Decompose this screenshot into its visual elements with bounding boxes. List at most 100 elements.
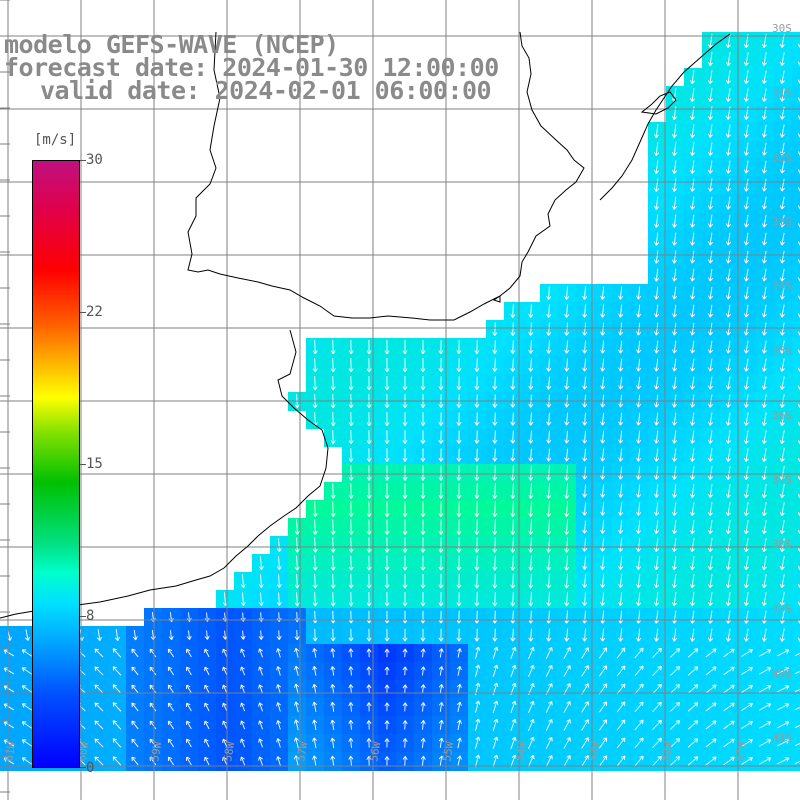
- wind-arrow: [456, 483, 462, 499]
- wind-arrow: [797, 493, 800, 499]
- wind-arrow: [672, 358, 678, 372]
- wind-arrow: [600, 412, 606, 426]
- wind-arrow: [366, 573, 372, 589]
- wind-arrow: [654, 376, 660, 390]
- wind-cell: [576, 608, 595, 627]
- wind-arrow: [743, 412, 749, 426]
- wind-cell: [450, 356, 469, 375]
- wind-cell: [648, 608, 667, 627]
- wind-arrow: [634, 665, 644, 677]
- wind-arrow: [708, 340, 714, 354]
- wind-cell: [594, 626, 613, 645]
- wind-arrow: [438, 719, 444, 730]
- wind-arrow: [776, 685, 790, 693]
- wind-cell: [558, 752, 577, 771]
- wind-arrow: [797, 403, 800, 408]
- wind-cell: [702, 32, 721, 51]
- wind-arrow: [725, 520, 731, 535]
- wind-cell: [720, 122, 739, 141]
- wind-arrow: [779, 250, 785, 264]
- wind-cell: [540, 644, 559, 663]
- wind-arrow: [402, 483, 408, 499]
- wind-arrow: [204, 666, 210, 676]
- wind-cell: [576, 428, 595, 447]
- wind-arrow: [528, 358, 534, 372]
- wind-arrow: [456, 537, 462, 553]
- wind-cell: [756, 356, 775, 375]
- wind-arrow: [599, 755, 608, 767]
- wind-arrow: [616, 755, 626, 767]
- wind-cell: [360, 446, 379, 465]
- wind-arrow: [546, 376, 552, 390]
- wind-arrow: [348, 430, 354, 445]
- wind-cell: [684, 662, 703, 681]
- wind-cell: [738, 248, 757, 267]
- wind-arrow: [652, 755, 662, 766]
- wind-cell: [468, 608, 487, 627]
- wind-arrow: [492, 700, 499, 714]
- longitude-label: 58W: [221, 740, 237, 762]
- wind-arrow: [240, 630, 246, 640]
- wind-arrow: [366, 720, 372, 730]
- wind-cell: [612, 500, 631, 519]
- wind-arrow: [492, 501, 498, 517]
- wind-arrow: [276, 666, 281, 676]
- wind-cell: [756, 536, 775, 555]
- wind-cell: [774, 554, 793, 573]
- wind-arrow: [761, 448, 767, 463]
- wind-arrow: [131, 738, 139, 748]
- wind-arrow: [797, 439, 800, 445]
- wind-arrow: [725, 142, 731, 156]
- wind-arrow: [438, 628, 444, 642]
- wind-arrow: [726, 304, 731, 318]
- wind-arrow: [420, 591, 426, 607]
- wind-cell: [522, 356, 541, 375]
- wind-cell: [702, 608, 721, 627]
- wind-arrow: [794, 760, 800, 765]
- wind-arrow: [348, 684, 354, 694]
- wind-arrow: [474, 537, 480, 553]
- wind-cell: [702, 68, 721, 87]
- wind-cell: [684, 410, 703, 429]
- wind-cell: [792, 374, 800, 393]
- longitude-label: 54W: [513, 740, 529, 762]
- wind-arrow: [725, 484, 731, 499]
- wind-cell: [756, 500, 775, 519]
- wind-cell: [576, 500, 595, 519]
- wind-arrow: [725, 358, 731, 372]
- wind-arrow: [384, 376, 390, 391]
- wind-arrow: [794, 742, 800, 747]
- wind-cell: [648, 320, 667, 339]
- wind-arrow: [149, 702, 157, 712]
- wind-cell: [486, 428, 505, 447]
- wind-arrow: [545, 754, 553, 767]
- wind-cell: [684, 230, 703, 249]
- wind-cell: [396, 356, 415, 375]
- wind-arrow: [743, 70, 749, 84]
- wind-cell: [612, 482, 631, 501]
- wind-arrow: [564, 628, 570, 642]
- wind-cell: [360, 428, 379, 447]
- wind-arrow: [761, 538, 767, 553]
- wind-cell: [342, 590, 361, 609]
- wind-cell: [612, 338, 631, 357]
- wind-arrow: [222, 684, 228, 694]
- wind-cell: [648, 338, 667, 357]
- wind-arrow: [618, 286, 624, 300]
- wind-arrow: [456, 358, 462, 373]
- wind-cell: [342, 680, 361, 699]
- wind-cell: [468, 554, 487, 573]
- wind-arrow: [366, 755, 372, 766]
- wind-arrow: [600, 448, 606, 462]
- wind-arrow: [743, 484, 749, 499]
- wind-arrow: [725, 88, 731, 102]
- wind-cell: [576, 590, 595, 609]
- wind-cell: [522, 572, 541, 591]
- wind-cell: [576, 680, 595, 699]
- wind-cell: [360, 608, 379, 627]
- wind-arrow: [348, 358, 354, 373]
- wind-arrow: [528, 718, 535, 731]
- wind-arrow: [545, 736, 553, 749]
- wind-cell: [522, 374, 541, 393]
- wind-cell: [414, 734, 433, 753]
